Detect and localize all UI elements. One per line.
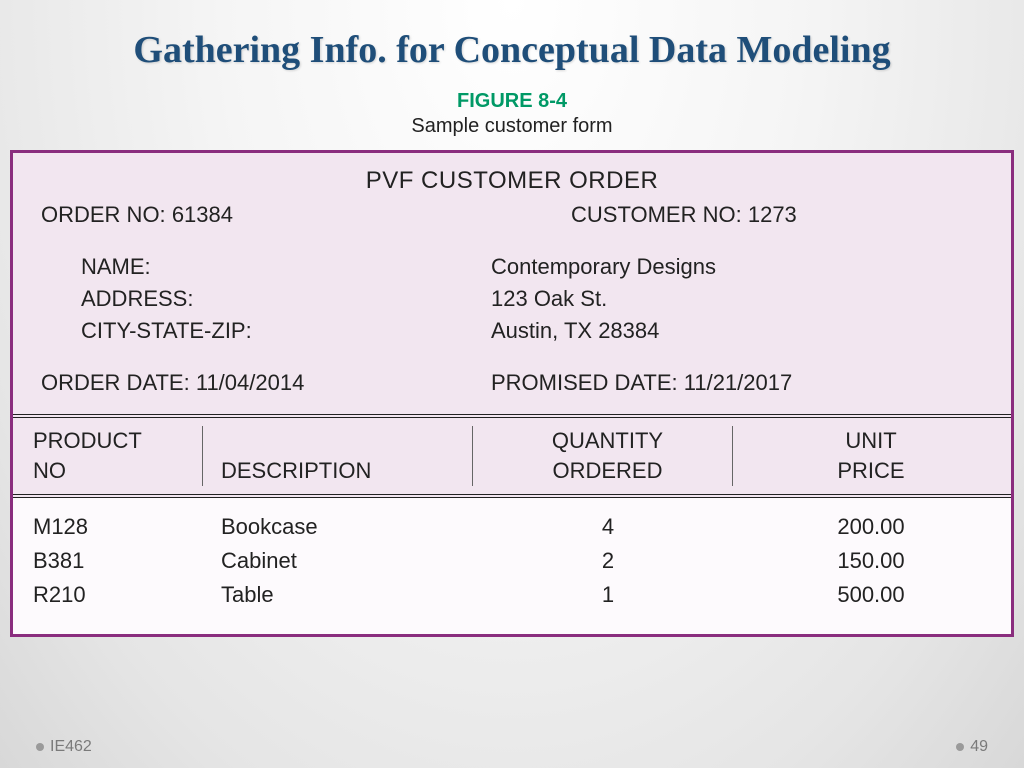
cell-product-no: B381 bbox=[13, 548, 203, 574]
col-quantity: QUANTITY ORDERED bbox=[473, 426, 733, 485]
table-header: PRODUCT NO DESCRIPTION QUANTITY ORDERED … bbox=[13, 414, 1011, 497]
cell-product-no: R210 bbox=[13, 582, 203, 608]
order-date-field: ORDER DATE: 11/04/2014 bbox=[41, 367, 491, 399]
col-unit-price-l2: PRICE bbox=[751, 456, 991, 486]
footer-left-text: IE462 bbox=[50, 738, 92, 755]
promised-date-label: PROMISED DATE: bbox=[491, 370, 678, 395]
figure-caption: Sample customer form bbox=[0, 115, 1024, 138]
cell-description: Bookcase bbox=[203, 514, 473, 540]
name-value: Contemporary Designs bbox=[491, 251, 983, 283]
address-value: 123 Oak St. bbox=[491, 283, 983, 315]
col-unit-price-l1: UNIT bbox=[751, 426, 991, 456]
order-date-label: ORDER DATE: bbox=[41, 370, 190, 395]
form-title: PVF CUSTOMER ORDER bbox=[41, 167, 983, 195]
address-label: ADDRESS: bbox=[81, 283, 491, 315]
customer-no-field: CUSTOMER NO: 1273 bbox=[451, 199, 983, 231]
order-no-field: ORDER NO: 61384 bbox=[41, 199, 451, 231]
promised-date-value: 11/21/2017 bbox=[684, 370, 792, 395]
table-row: R210 Table 1 500.00 bbox=[13, 576, 1011, 610]
col-description-label: DESCRIPTION bbox=[221, 456, 371, 486]
cell-description: Table bbox=[203, 582, 473, 608]
figure-number: FIGURE 8-4 bbox=[0, 90, 1024, 113]
col-product-no-l2: NO bbox=[33, 456, 194, 486]
figure-label: FIGURE 8-4 Sample customer form bbox=[0, 90, 1024, 138]
footer-left: IE462 bbox=[36, 738, 92, 756]
footer-right-text: 49 bbox=[970, 738, 988, 755]
bullet-icon bbox=[36, 743, 44, 751]
cell-description: Cabinet bbox=[203, 548, 473, 574]
col-product-no: PRODUCT NO bbox=[13, 426, 203, 485]
order-date-value: 11/04/2014 bbox=[196, 370, 304, 395]
col-quantity-l2: ORDERED bbox=[491, 456, 724, 486]
cell-unit-price: 200.00 bbox=[733, 514, 1011, 540]
cell-quantity: 1 bbox=[473, 582, 733, 608]
col-unit-price: UNIT PRICE bbox=[733, 426, 1011, 485]
cell-product-no: M128 bbox=[13, 514, 203, 540]
footer-right: 49 bbox=[956, 738, 988, 756]
table-row: M128 Bookcase 4 200.00 bbox=[13, 508, 1011, 542]
customer-order-form: PVF CUSTOMER ORDER ORDER NO: 61384 CUSTO… bbox=[10, 150, 1014, 637]
cell-quantity: 2 bbox=[473, 548, 733, 574]
promised-date-field: PROMISED DATE: 11/21/2017 bbox=[491, 367, 983, 399]
table-body: M128 Bookcase 4 200.00 B381 Cabinet 2 15… bbox=[13, 498, 1011, 634]
customer-no-label: CUSTOMER NO: bbox=[571, 202, 742, 227]
csz-label: CITY-STATE-ZIP: bbox=[81, 315, 491, 347]
cell-unit-price: 500.00 bbox=[733, 582, 1011, 608]
col-description: DESCRIPTION bbox=[203, 426, 473, 485]
order-no-label: ORDER NO: bbox=[41, 202, 166, 227]
table-row: B381 Cabinet 2 150.00 bbox=[13, 542, 1011, 576]
name-label: NAME: bbox=[81, 251, 491, 283]
cell-quantity: 4 bbox=[473, 514, 733, 540]
csz-value: Austin, TX 28384 bbox=[491, 315, 983, 347]
col-product-no-l1: PRODUCT bbox=[33, 426, 194, 456]
cell-unit-price: 150.00 bbox=[733, 548, 1011, 574]
order-no-value: 61384 bbox=[172, 202, 233, 227]
bullet-icon bbox=[956, 743, 964, 751]
slide-title: Gathering Info. for Conceptual Data Mode… bbox=[0, 0, 1024, 82]
slide-footer: IE462 49 bbox=[0, 738, 1024, 756]
customer-no-value: 1273 bbox=[748, 202, 797, 227]
col-quantity-l1: QUANTITY bbox=[491, 426, 724, 456]
